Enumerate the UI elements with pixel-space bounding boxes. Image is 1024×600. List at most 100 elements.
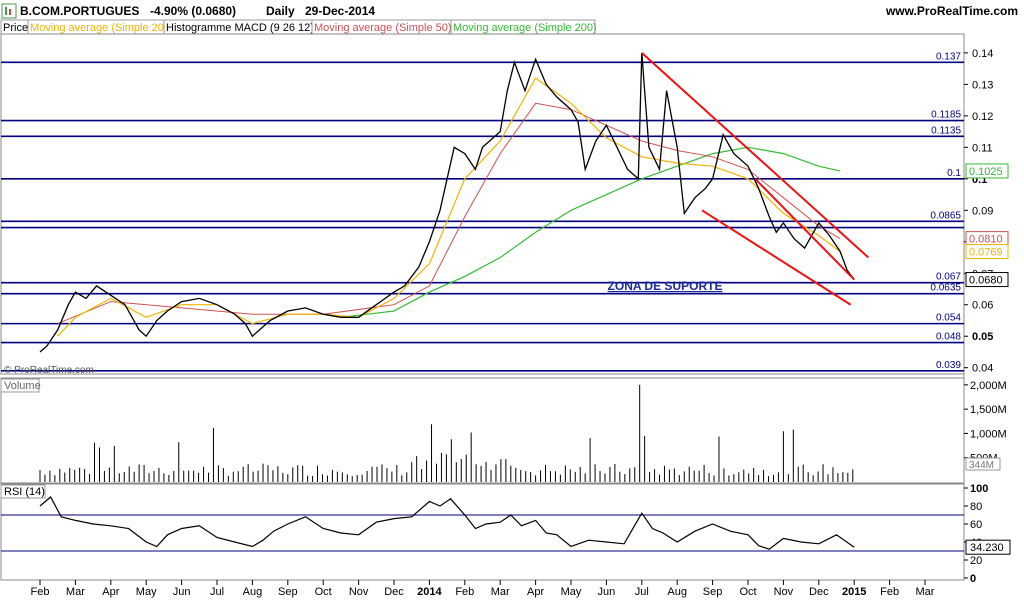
- rsi-title-box: [0, 484, 46, 499]
- time-tick-label: Jun: [173, 586, 191, 598]
- time-tick-label: Mar: [66, 586, 85, 598]
- time-tick-label: Mar: [916, 586, 935, 598]
- time-tick-label: Apr: [527, 586, 544, 598]
- watermark: © ProRealTime.com: [4, 365, 94, 376]
- time-tick-label: Oct: [739, 586, 756, 598]
- price-tick-label: 0.06: [972, 300, 993, 312]
- time-tick-label: Feb: [880, 586, 899, 598]
- channel-line: [754, 178, 855, 281]
- value-tag-box: [965, 163, 1009, 179]
- level-label: 0.067: [936, 272, 961, 283]
- value-tag-label: 0.0769: [969, 247, 1003, 259]
- time-tick-label: Feb: [455, 586, 474, 598]
- time-tick-label: Jun: [598, 586, 616, 598]
- rsi-title: RSI (14): [4, 486, 45, 498]
- legend-item[interactable]: Moving average (Simple 20): [30, 22, 168, 34]
- level-label: 0.0635: [930, 283, 961, 294]
- volume-title-box: [0, 378, 40, 393]
- legend-item[interactable]: Moving average (Simple 200): [453, 22, 597, 34]
- interval-label: Daily: [266, 4, 295, 18]
- rsi-tick-label: 0: [970, 573, 976, 585]
- level-label: 0.0865: [930, 210, 961, 221]
- value-tag-label: 0.1025: [969, 166, 1003, 178]
- chart-header: B.COM.PORTUGUES -4.90% (0.0680) Daily 29…: [1, 3, 1018, 19]
- value-tag-box: [965, 272, 1009, 288]
- price-series: [39, 52, 855, 353]
- sma20-line: [57, 77, 841, 337]
- time-tick-label: Nov: [349, 586, 369, 598]
- level-label: 0.1135: [931, 125, 961, 136]
- time-tick-label: Oct: [315, 586, 332, 598]
- time-tick-label: May: [136, 586, 157, 598]
- indicator-legend: Price Moving average (Simple 20) Histogr…: [0, 19, 597, 35]
- volume-tick-label: 1,000M: [970, 428, 1007, 440]
- volume-title: Volume: [4, 380, 41, 392]
- time-tick-label: Nov: [774, 586, 794, 598]
- time-tick-label: Sep: [703, 586, 723, 598]
- rsi-tick-label: 20: [970, 555, 982, 567]
- time-tick-label: Dec: [384, 586, 404, 598]
- time-tick-label: Aug: [667, 586, 687, 598]
- level-label: 0.054: [936, 313, 961, 324]
- rsi-tick-label: 60: [970, 519, 982, 531]
- value-tag-box: [965, 244, 1009, 260]
- legend-item[interactable]: Histogramme MACD (9 26 12): [166, 22, 314, 34]
- symbol-title: B.COM.PORTUGUES: [20, 4, 139, 18]
- level-label: 0.1: [947, 168, 961, 179]
- rsi-line: [39, 496, 855, 550]
- time-tick-label: Jul: [210, 586, 224, 598]
- channel-line: [701, 209, 852, 306]
- rsi-last-box: [965, 539, 1011, 555]
- level-label: 0.039: [936, 360, 961, 371]
- price-tick-label: 0.14: [972, 48, 993, 60]
- support-zone-label: ZONA DE SUPORTE: [608, 279, 723, 293]
- rsi-series: [1, 496, 964, 552]
- price-tick-label: 0.05: [972, 331, 993, 343]
- price-tick-label: 0.09: [972, 205, 993, 217]
- price-tick-label: 0.12: [972, 111, 993, 123]
- legend-item[interactable]: Price: [3, 22, 28, 34]
- level-label: 0.048: [936, 332, 961, 343]
- price-tick-label: 0.04: [972, 363, 993, 375]
- price-line: [39, 52, 855, 353]
- rsi-axis: 10080604020034.230: [964, 483, 1011, 585]
- value-tag-label: 0.0680: [969, 275, 1003, 287]
- price-tick-label: 0.11: [972, 142, 993, 154]
- level-label: 0.137: [936, 51, 961, 62]
- time-tick-label: Apr: [102, 586, 119, 598]
- volume-last-box: [965, 457, 1001, 471]
- time-tick-label: Jul: [635, 586, 649, 598]
- time-tick-label: May: [561, 586, 582, 598]
- site-label: www.ProRealTime.com: [885, 4, 1018, 18]
- time-tick-label: Sep: [278, 586, 298, 598]
- rsi-tick-label: 80: [970, 501, 982, 513]
- time-tick-label: 2014: [417, 586, 442, 598]
- rsi-tick-label: 100: [970, 483, 988, 495]
- time-tick-label: Feb: [31, 586, 50, 598]
- sma200-line: [340, 146, 841, 318]
- moving-averages: [57, 77, 841, 337]
- volume-bars: [39, 384, 854, 482]
- time-axis: Feb Mar Apr May Jun Jul Aug Sep Oct Nov Dec 2014 Feb…: [31, 580, 935, 598]
- date-label: 29-Dec-2014: [305, 4, 375, 18]
- time-tick-label: Aug: [243, 586, 263, 598]
- price-tick-label: 0.13: [972, 79, 993, 91]
- time-tick-label: Mar: [491, 586, 510, 598]
- time-tick-label: 2015: [842, 586, 866, 598]
- channel-line: [641, 52, 870, 259]
- volume-last-label: 344M: [969, 460, 994, 471]
- level-label: 0.1185: [931, 110, 961, 121]
- legend-item[interactable]: Moving average (Simple 50): [314, 22, 452, 34]
- value-tag-label: 0.0810: [969, 234, 1003, 246]
- time-tick-label: Dec: [809, 586, 829, 598]
- rsi-last-label: 34.230: [970, 542, 1004, 554]
- volume-tick-label: 1,500M: [970, 404, 1007, 416]
- volume-tick-label: 2,000M: [970, 380, 1007, 392]
- trend-channel: [641, 52, 870, 306]
- sma50-line: [57, 102, 841, 325]
- price-change: -4.90% (0.0680): [150, 4, 236, 18]
